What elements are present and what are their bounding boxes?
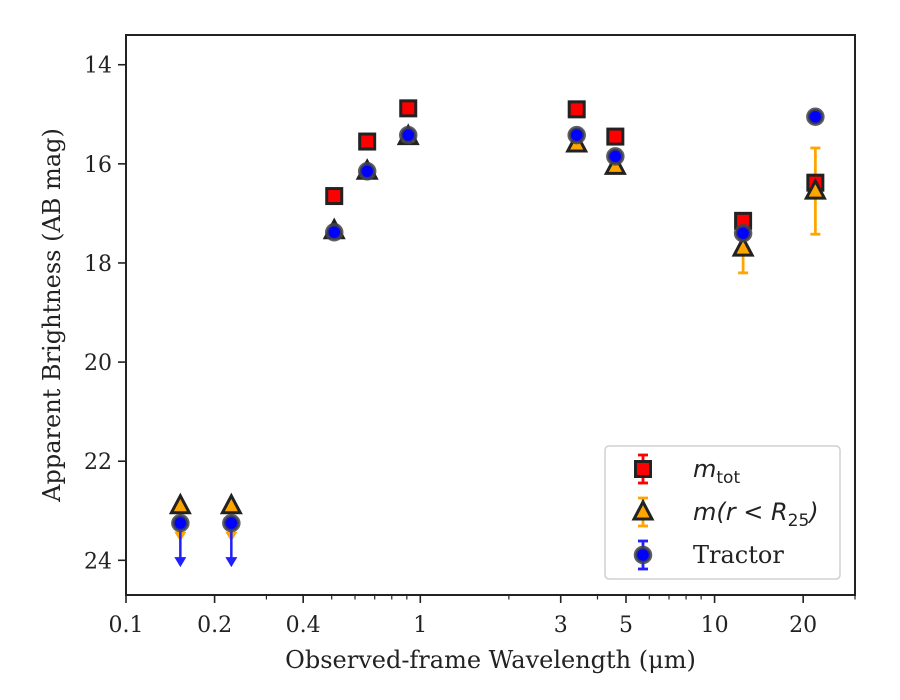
x-tick-label: 0.1: [109, 613, 144, 638]
marker-tractor: [324, 222, 344, 242]
marker-tractor: [398, 125, 418, 145]
legend-label-mr25: m(r < R25): [693, 498, 819, 531]
legend-box: [604, 445, 841, 580]
y-tick-label: 20: [84, 351, 112, 376]
legend-entry-mtot: mtot: [634, 453, 740, 488]
marker-tractor: [567, 125, 586, 145]
y-tick-label: 16: [84, 153, 112, 178]
x-tick-label: 5: [619, 613, 633, 638]
marker-mr25: [168, 492, 192, 515]
y-tick-label: 22: [84, 450, 112, 475]
marker-mtot: [606, 127, 625, 146]
marker-mtot: [358, 132, 377, 151]
x-tick-label: 1: [413, 613, 427, 638]
y-tick-label: 18: [84, 252, 112, 277]
legend-marker-tractor: [633, 545, 653, 565]
y-tick-label: 24: [84, 549, 112, 574]
x-tick-label: 3: [554, 613, 568, 638]
marker-mtot: [325, 187, 344, 206]
marker-tractor: [357, 162, 377, 181]
axis-ticks: 0.1 0.2 0.4 1 3 5 10 20 14 16 18 20 22 24: [84, 54, 856, 638]
marker-tractor: [171, 513, 190, 533]
y-tick-label: 14: [84, 54, 112, 79]
legend: mtot m(r < R25) Tractor: [604, 445, 841, 580]
y-axis-label: Apparent Brightness (AB mag): [38, 128, 66, 503]
marker-mr25: [803, 177, 827, 200]
x-tick-label: 0.4: [286, 613, 321, 638]
marker-mr25: [731, 234, 755, 257]
legend-entry-mr25: m(r < R25): [631, 496, 819, 531]
legend-label-mtot: mtot: [693, 455, 740, 488]
marker-mr25: [219, 492, 243, 515]
marker-tractor: [733, 223, 753, 243]
marker-tractor: [222, 513, 241, 533]
marker-tractor: [606, 147, 625, 166]
x-tick-label: 0.2: [197, 613, 232, 638]
x-tick-label: 10: [701, 613, 729, 638]
marker-tractor: [806, 107, 825, 127]
plot-frame: [125, 34, 856, 596]
legend-entry-tractor: Tractor: [633, 539, 784, 571]
legend-label-tractor: Tractor: [693, 541, 784, 569]
legend-marker-mtot: [634, 460, 652, 478]
marker-mtot: [567, 100, 586, 119]
x-tick-label: 20: [789, 613, 817, 638]
data-marks: [168, 99, 827, 568]
marker-mtot: [399, 99, 418, 118]
legend-marker-mr25: [631, 498, 655, 521]
x-axis-label: Observed-frame Wavelength (μm): [285, 646, 696, 674]
